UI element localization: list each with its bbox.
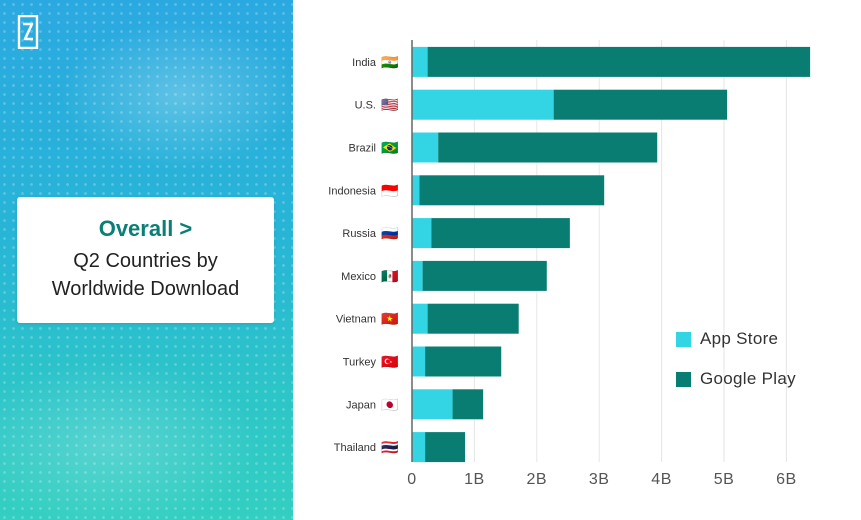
flag-icon: 🇲🇽	[381, 269, 399, 285]
category-labels: India 🇮🇳 U.S. 🇺🇸 Brazil 🇧🇷 Indonesia 🇮🇩 Russia 🇷🇺…	[328, 55, 399, 456]
bar-chart: India 🇮🇳 U.S. 🇺🇸 Brazil 🇧🇷 Indonesia 🇮🇩 Russia 🇷🇺…	[328, 40, 811, 488]
flag-icon: 🇻🇳	[381, 312, 399, 328]
flag-icon: 🇧🇷	[381, 141, 399, 157]
brand-logo-icon	[17, 15, 39, 49]
flag-icon: 🇷🇺	[381, 226, 399, 242]
bar-app-store	[412, 389, 453, 420]
x-tick-label: 0	[407, 471, 416, 488]
bar-google-play	[425, 346, 502, 377]
page-title: Overall >	[98, 216, 193, 241]
x-tick-label: 2B	[527, 471, 548, 488]
legend-item-google-play: Google Play	[676, 368, 796, 390]
category-label: Brazil	[348, 143, 376, 155]
category-label: India	[352, 57, 377, 69]
category-label: Turkey	[343, 357, 377, 369]
page-subtitle: Q2 Countries by Worldwide Download	[17, 247, 274, 303]
legend-label-google-play: Google Play	[700, 369, 796, 388]
bar-app-store	[412, 303, 428, 334]
background-glow-bottom	[0, 360, 260, 520]
bar-google-play	[553, 89, 728, 120]
bar-google-play	[427, 303, 519, 334]
chart-legend: App Store Google Play	[676, 328, 796, 408]
category-label: Mexico	[341, 271, 376, 283]
bar-google-play	[452, 389, 484, 420]
category-label: Japan	[346, 399, 376, 411]
background-glow-top	[60, 20, 293, 170]
bar-app-store	[412, 89, 554, 120]
x-tick-label: 1B	[464, 471, 485, 488]
legend-swatch-google-play	[676, 371, 691, 387]
flag-icon: 🇮🇳	[381, 55, 399, 71]
category-label: Indonesia	[328, 185, 377, 197]
flag-icon: 🇹🇭	[381, 440, 399, 456]
subtitle-line-1: Q2 Countries by	[73, 250, 218, 272]
bar-app-store	[412, 132, 439, 163]
flag-icon: 🇯🇵	[381, 397, 399, 413]
bar-google-play	[427, 46, 811, 77]
x-axis-ticks: 0 1B 2B 3B 4B 5B 6B	[407, 471, 796, 488]
subtitle-line-2: Worldwide Download	[51, 278, 240, 300]
left-decorative-panel: Overall > Q2 Countries by Worldwide Down…	[0, 0, 293, 520]
category-label: U.S.	[355, 100, 376, 112]
legend-swatch-app-store	[676, 331, 691, 347]
flag-icon: 🇺🇸	[381, 98, 399, 114]
bar-app-store	[412, 218, 432, 249]
x-tick-label: 3B	[589, 471, 610, 488]
x-tick-label: 5B	[714, 471, 735, 488]
category-label: Vietnam	[336, 314, 376, 326]
bar-app-store	[412, 175, 420, 206]
flag-icon: 🇹🇷	[381, 355, 399, 371]
bar-app-store	[412, 260, 423, 291]
legend-label-app-store: App Store	[700, 329, 779, 348]
chart-bars	[412, 46, 811, 463]
bar-google-play	[419, 175, 605, 206]
x-tick-label: 6B	[776, 471, 797, 488]
flag-icon: 🇮🇩	[381, 183, 399, 199]
category-label: Russia	[342, 228, 377, 240]
bar-google-play	[422, 260, 547, 291]
bar-google-play	[431, 218, 570, 249]
bar-app-store	[412, 346, 426, 377]
title-card: Overall > Q2 Countries by Worldwide Down…	[17, 197, 274, 323]
bar-google-play	[425, 432, 466, 463]
bar-app-store	[412, 432, 426, 463]
bar-google-play	[438, 132, 658, 163]
legend-item-app-store: App Store	[676, 328, 796, 350]
bar-app-store	[412, 46, 428, 77]
x-tick-label: 4B	[651, 471, 672, 488]
category-label: Thailand	[334, 442, 376, 454]
